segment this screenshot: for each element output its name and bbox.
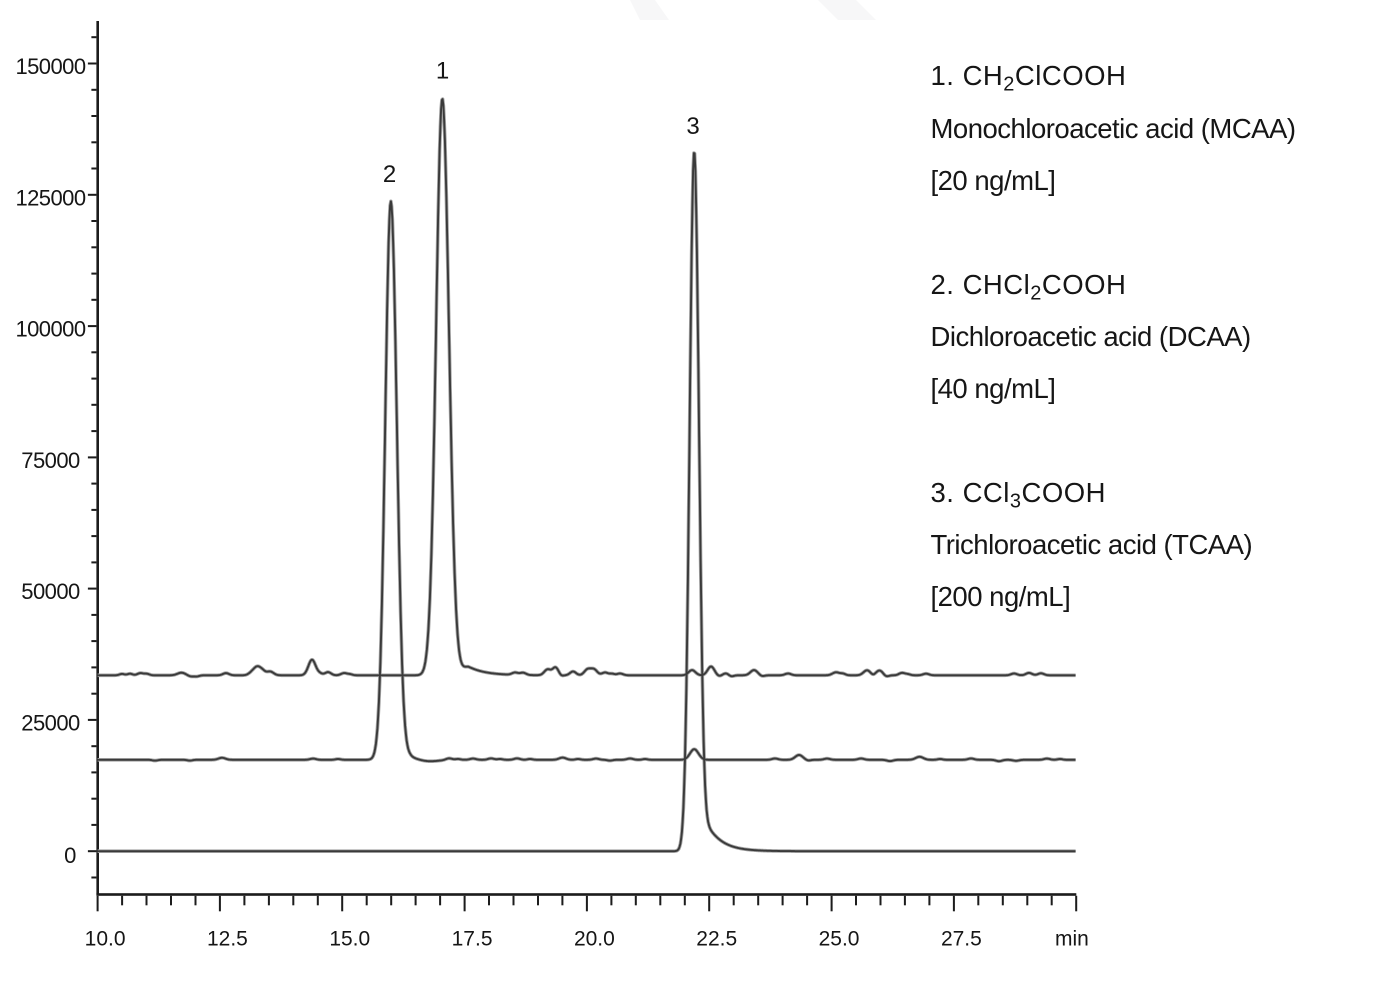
svg-text:2: 2 bbox=[383, 161, 396, 188]
svg-text:12.5: 12.5 bbox=[207, 928, 248, 951]
svg-text:[40 ng/mL]: [40 ng/mL] bbox=[931, 373, 1056, 404]
svg-text:[200 ng/mL]: [200 ng/mL] bbox=[931, 581, 1071, 612]
svg-text:17.5: 17.5 bbox=[452, 928, 493, 951]
svg-text:3: 3 bbox=[686, 113, 699, 140]
svg-text:Trichloroacetic acid (TCAA): Trichloroacetic acid (TCAA) bbox=[931, 529, 1253, 560]
svg-text:100000: 100000 bbox=[15, 317, 85, 342]
svg-text:125000: 125000 bbox=[15, 185, 85, 210]
svg-text:22.5: 22.5 bbox=[696, 928, 737, 951]
svg-text:150000: 150000 bbox=[15, 54, 85, 79]
svg-text:2. CHCl2​COOH: 2. CHCl2​COOH bbox=[931, 269, 1127, 305]
svg-text:1. CH2​ClCOOH: 1. CH2​ClCOOH bbox=[931, 60, 1127, 96]
svg-text:27.5: 27.5 bbox=[941, 928, 982, 951]
svg-text:Monochloroacetic acid (MCAA): Monochloroacetic acid (MCAA) bbox=[931, 113, 1296, 144]
svg-text:min: min bbox=[1055, 928, 1089, 951]
svg-text:Dichloroacetic acid (DCAA): Dichloroacetic acid (DCAA) bbox=[931, 321, 1251, 352]
svg-text:25.0: 25.0 bbox=[819, 928, 860, 951]
svg-text:0: 0 bbox=[64, 843, 76, 868]
svg-text:15.0: 15.0 bbox=[329, 928, 370, 951]
svg-text:20.0: 20.0 bbox=[574, 928, 615, 951]
svg-text:50000: 50000 bbox=[21, 579, 80, 604]
svg-text:25000: 25000 bbox=[21, 710, 80, 735]
svg-text:1: 1 bbox=[436, 58, 449, 85]
svg-text:10.0: 10.0 bbox=[85, 928, 126, 951]
svg-text:75000: 75000 bbox=[21, 448, 80, 473]
svg-text:[20 ng/mL]: [20 ng/mL] bbox=[931, 165, 1056, 196]
